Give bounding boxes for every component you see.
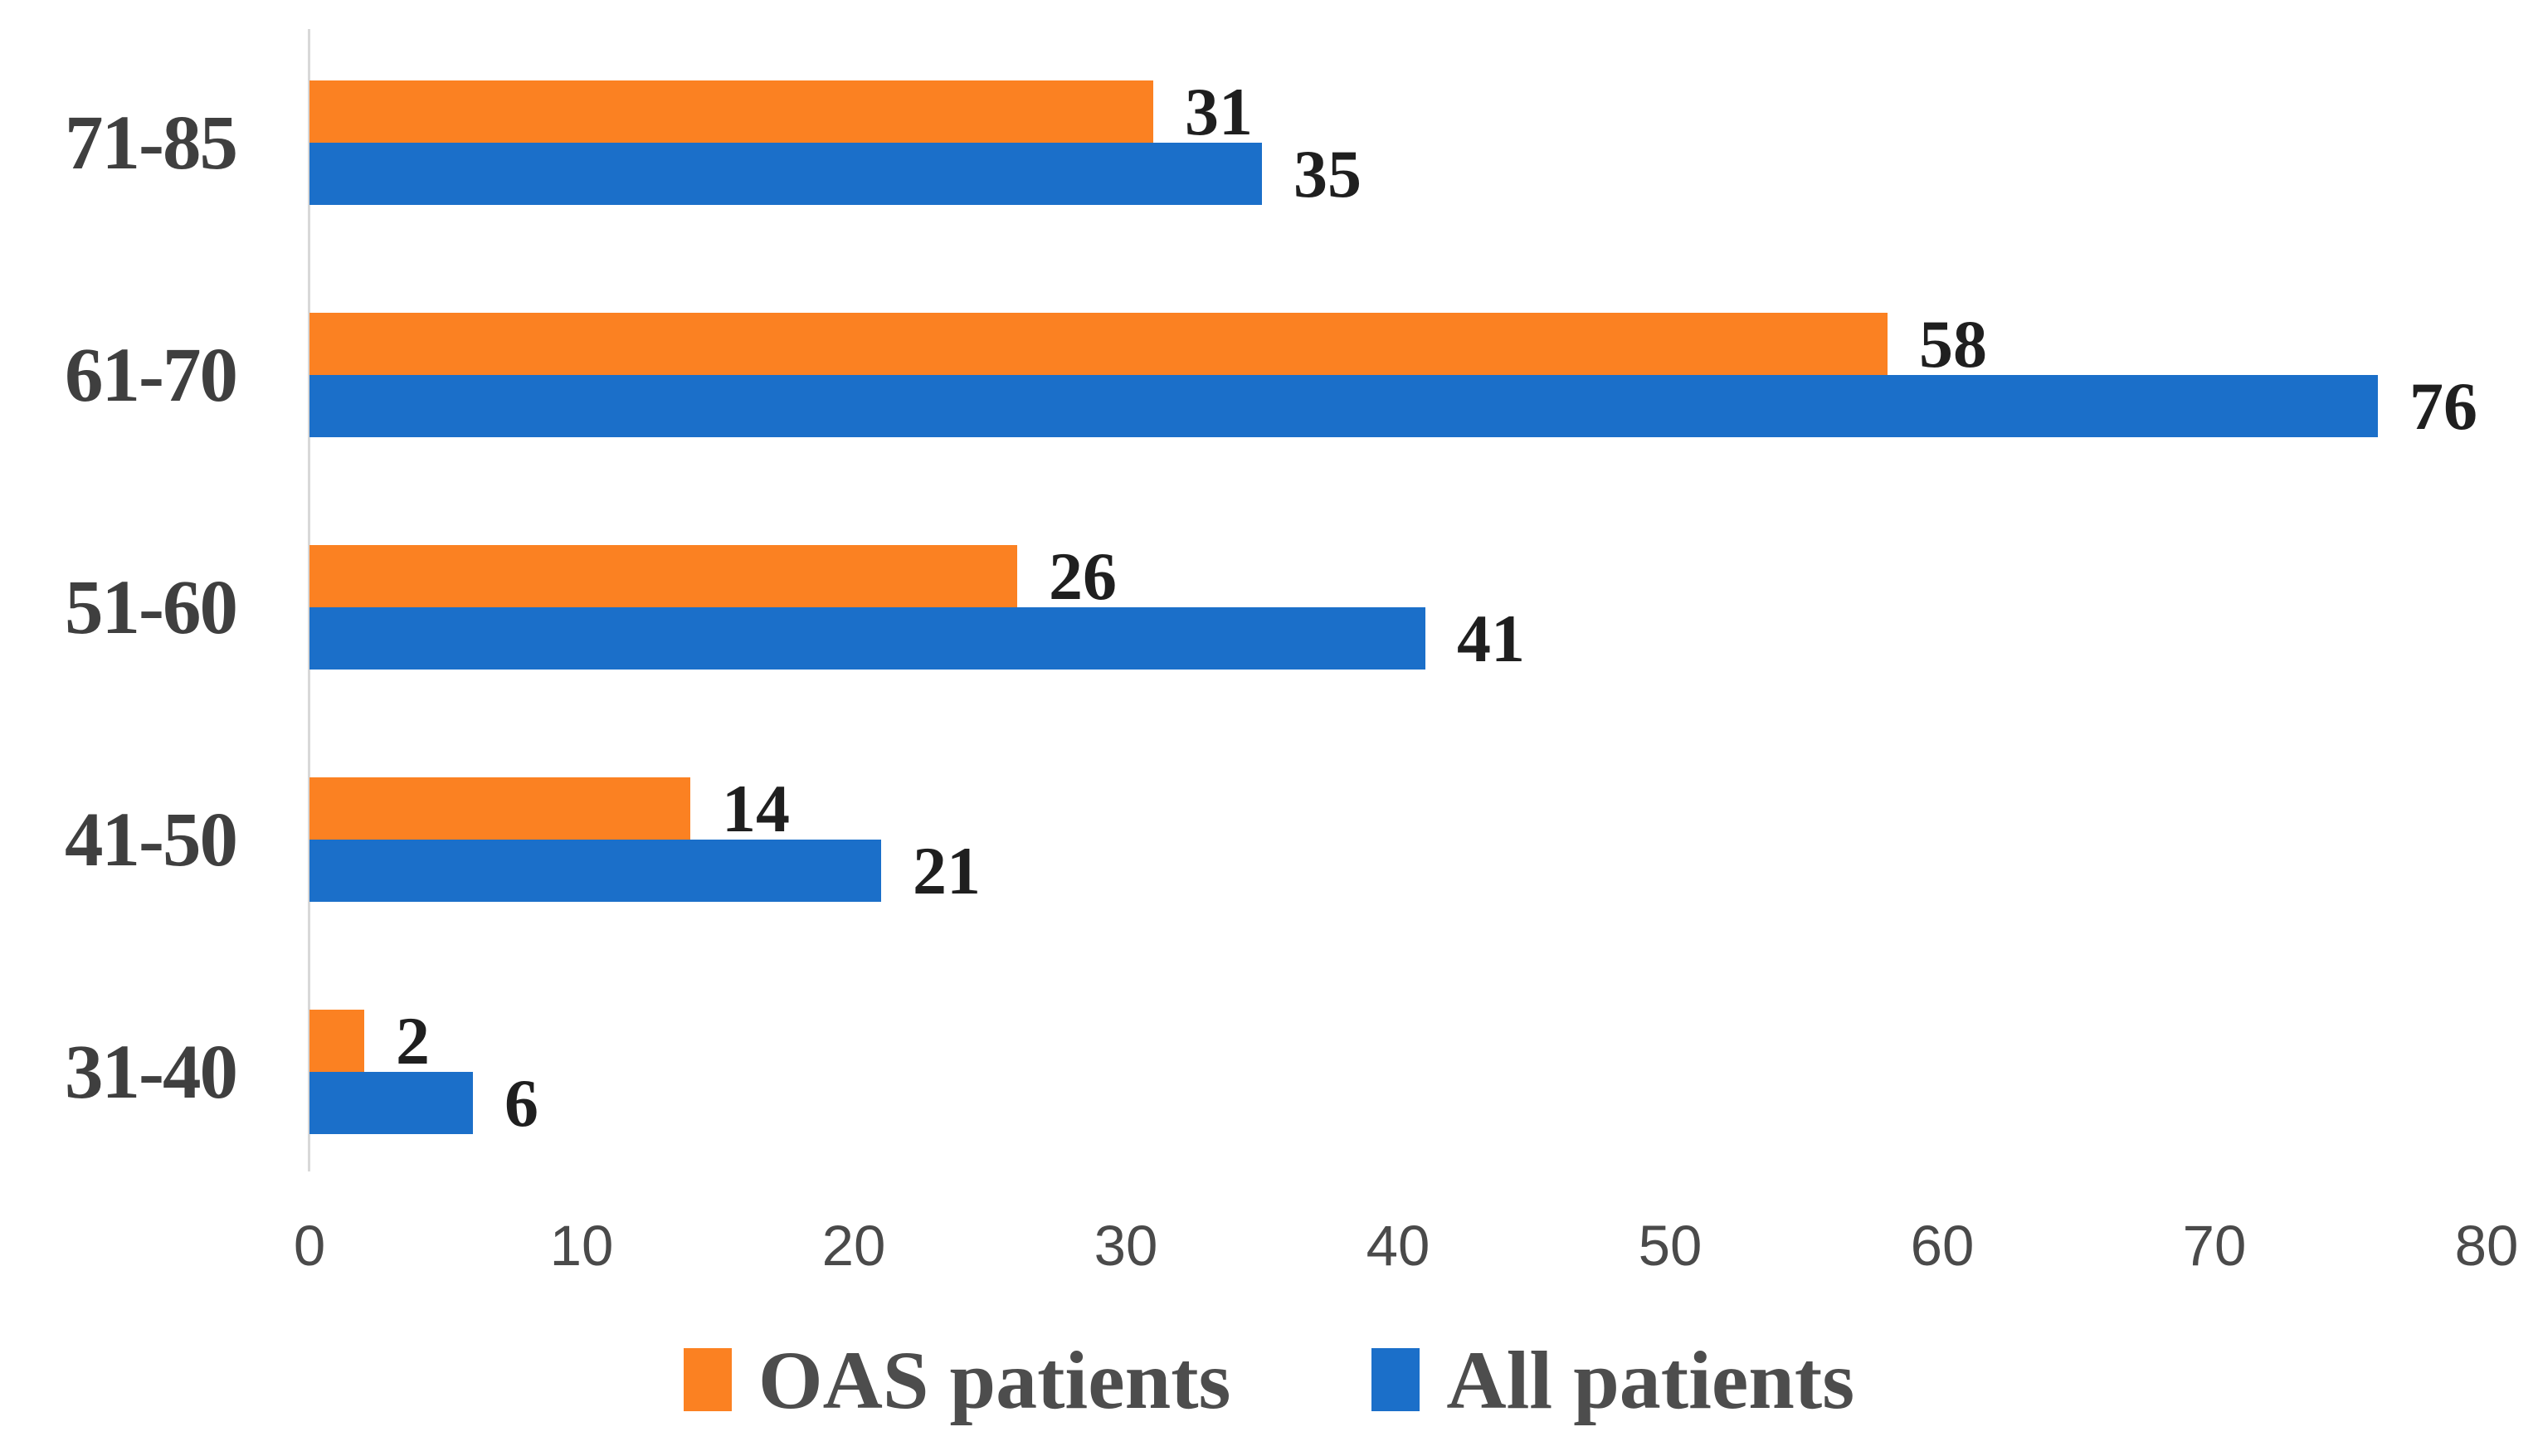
bar-all-patients bbox=[309, 607, 1425, 670]
category-label: 61-70 bbox=[65, 332, 238, 418]
legend-item: All patients bbox=[1371, 1332, 1854, 1428]
x-tick-label: 30 bbox=[1094, 1214, 1158, 1278]
legend-label: All patients bbox=[1446, 1333, 1855, 1426]
y-axis-line bbox=[308, 29, 310, 1171]
category-label: 41-50 bbox=[65, 796, 238, 883]
value-label: 58 bbox=[1919, 305, 1987, 382]
bar-all-patients bbox=[309, 840, 881, 902]
value-label: 14 bbox=[722, 770, 790, 846]
bar-oas-patients bbox=[309, 545, 1017, 607]
x-tick-label: 20 bbox=[821, 1214, 886, 1278]
legend-swatch-oas-patients bbox=[683, 1348, 732, 1411]
value-label: 41 bbox=[1457, 600, 1525, 676]
value-label: 21 bbox=[913, 832, 981, 908]
bar-oas-patients bbox=[309, 777, 690, 840]
legend-label: OAS patients bbox=[758, 1333, 1231, 1426]
value-label: 35 bbox=[1293, 135, 1362, 212]
legend: OAS patients All patients bbox=[0, 1322, 2538, 1438]
bar-oas-patients bbox=[309, 313, 1888, 375]
legend-item: OAS patients bbox=[683, 1332, 1231, 1428]
category-label: 71-85 bbox=[65, 100, 238, 186]
value-label: 6 bbox=[504, 1064, 538, 1141]
legend-swatch-all-patients bbox=[1371, 1348, 1420, 1411]
x-tick-label: 60 bbox=[1910, 1214, 1975, 1278]
value-label: 26 bbox=[1049, 538, 1117, 614]
x-tick-label: 0 bbox=[293, 1214, 326, 1278]
x-tick-label: 50 bbox=[1638, 1214, 1703, 1278]
bar-all-patients bbox=[309, 1072, 473, 1134]
value-label: 2 bbox=[396, 1002, 430, 1079]
bar-all-patients bbox=[309, 143, 1262, 205]
category-label: 31-40 bbox=[65, 1029, 238, 1115]
value-label: 76 bbox=[2409, 368, 2477, 444]
bar-oas-patients bbox=[309, 80, 1153, 143]
x-tick-label: 80 bbox=[2454, 1214, 2519, 1278]
category-label: 51-60 bbox=[65, 564, 238, 650]
x-tick-label: 70 bbox=[2182, 1214, 2247, 1278]
x-tick-label: 10 bbox=[549, 1214, 614, 1278]
bar-all-patients bbox=[309, 375, 2378, 437]
bar-oas-patients bbox=[309, 1010, 364, 1072]
value-label: 31 bbox=[1185, 73, 1253, 149]
x-tick-label: 40 bbox=[1366, 1214, 1430, 1278]
